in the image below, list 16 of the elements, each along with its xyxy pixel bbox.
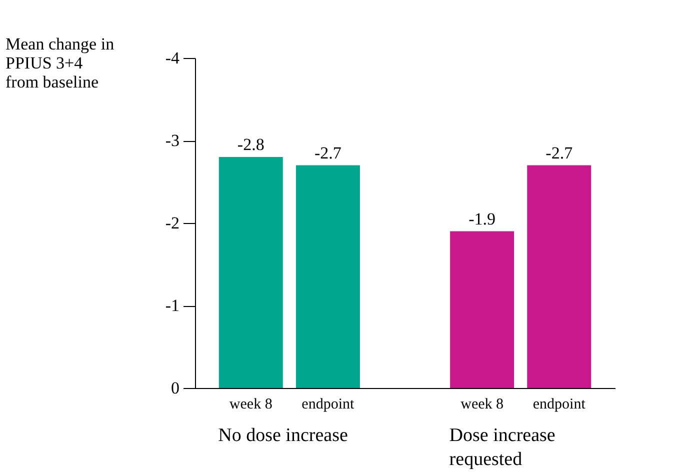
y-tick-label: 0 — [171, 378, 180, 398]
y-tick-label: -3 — [165, 131, 180, 150]
x-tick-label: week 8 — [460, 396, 504, 412]
y-axis-title: Mean change in PPIUS 3+4 from baseline — [6, 34, 115, 92]
x-tick-label: endpoint — [302, 396, 356, 412]
text: No dose increase — [218, 425, 348, 446]
text: Dose increase requested — [449, 425, 556, 470]
y-tick-label: -4 — [165, 48, 180, 68]
x-tick-label: week 8 — [229, 396, 272, 412]
y-tick-label: -2 — [165, 214, 180, 232]
x-tick-label: endpoint — [532, 396, 586, 412]
data-label: -2.7 — [314, 143, 342, 162]
data-label: -2.8 — [237, 135, 264, 154]
data-label: -2.7 — [546, 143, 574, 162]
y-tick-label: -1 — [165, 296, 180, 315]
data-label: -1.9 — [468, 209, 496, 228]
